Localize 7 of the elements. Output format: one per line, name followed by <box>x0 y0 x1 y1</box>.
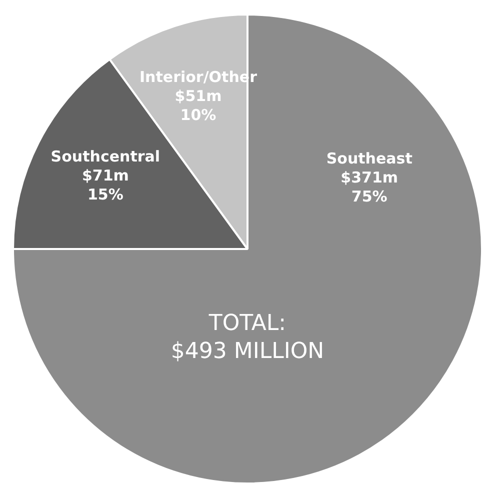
data-label: $371m 75% <box>340 168 398 206</box>
slice-label: Interior/Other <box>139 68 258 86</box>
data-label: $51m 10% <box>174 87 222 124</box>
slice-label: Southeast <box>326 150 412 168</box>
slice-label: Southcentral <box>50 147 160 166</box>
data-label: $71m 15% <box>82 166 129 204</box>
text: TOTAL: $493 MILLION <box>170 310 324 364</box>
